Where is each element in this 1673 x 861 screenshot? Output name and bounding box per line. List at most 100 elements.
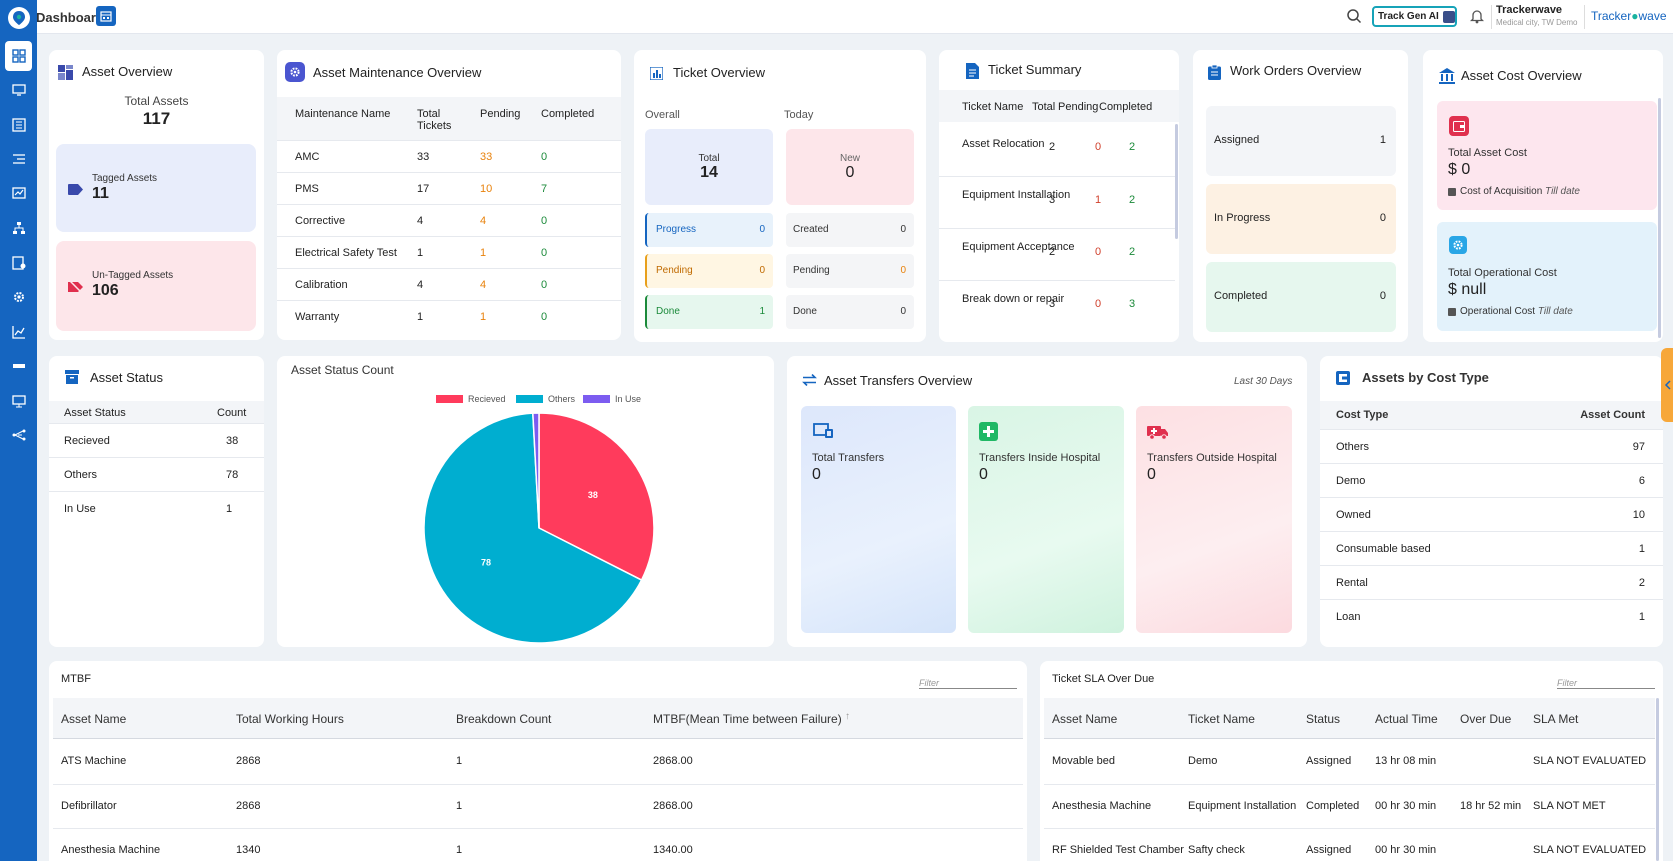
today-status-row[interactable]: Created 0	[786, 213, 914, 247]
legend-item[interactable]: Recieved	[436, 394, 506, 404]
ticket-status-row[interactable]: Pending 0	[645, 254, 773, 288]
work-order-tile[interactable]: Assigned 1	[1206, 106, 1396, 176]
total-asset-cost-tile[interactable]: Total Asset Cost $ 0 Cost of Acquisition…	[1437, 101, 1657, 210]
status-label: Created	[793, 224, 829, 235]
outside-transfers-tile[interactable]: Transfers Outside Hospital 0	[1136, 406, 1292, 633]
table-row[interactable]: Loan 1	[1320, 599, 1663, 633]
sidebar-item-checklist[interactable]	[0, 144, 37, 174]
sidebar-item-chart[interactable]	[0, 317, 37, 347]
total-transfers-tile[interactable]: Total Transfers 0	[801, 406, 956, 633]
total-label: Total	[698, 153, 720, 164]
table-row[interactable]: Warranty 1 1 0	[277, 300, 621, 332]
table-row[interactable]: Consumable based 1	[1320, 531, 1663, 565]
scrollbar[interactable]	[1656, 698, 1659, 861]
mtbf-cell: ATS Machine	[61, 755, 127, 767]
legend-item[interactable]: Others	[516, 394, 576, 404]
table-row[interactable]: Recieved 38	[49, 423, 264, 457]
app-logo-icon[interactable]	[8, 7, 30, 29]
table-row[interactable]: Defibrillator 2868 1 2868.00	[53, 784, 1023, 828]
pending-count: 0	[1095, 298, 1102, 310]
operational-icon	[1448, 308, 1456, 316]
table-row[interactable]: In Use 1	[49, 491, 264, 525]
sidebar-item-flow[interactable]	[0, 420, 37, 450]
panel-toggle-button[interactable]	[1661, 348, 1673, 422]
table-row[interactable]: ATS Machine 2868 1 2868.00	[53, 740, 1023, 784]
untagged-assets-tile[interactable]: Un-Tagged Assets 106	[56, 241, 256, 331]
pending-count: 0	[1095, 141, 1102, 153]
analytics-icon	[11, 187, 26, 199]
bell-icon[interactable]	[1468, 7, 1486, 25]
sort-arrow-icon[interactable]: ↑	[845, 711, 850, 722]
table-row[interactable]: Calibration 4 4 0	[277, 268, 621, 300]
tagged-assets-tile[interactable]: Tagged Assets 11	[56, 144, 256, 232]
scrollbar[interactable]	[1175, 124, 1178, 239]
sla-cell: Completed	[1306, 800, 1360, 812]
sidebar-item-minus[interactable]	[0, 351, 37, 381]
work-order-tile[interactable]: In Progress 0	[1206, 184, 1396, 254]
maintenance-name: PMS	[295, 183, 319, 195]
total-tickets: 1	[417, 247, 424, 259]
table-row[interactable]: Rental 2	[1320, 565, 1663, 599]
total-tickets-tile[interactable]: Total 14	[645, 129, 773, 205]
column-header: MTBF(Mean Time between Failure)	[653, 712, 842, 726]
track-gen-ai-button[interactable]: Track Gen AI	[1372, 6, 1457, 27]
table-header	[277, 97, 621, 140]
sidebar-item-network[interactable]	[0, 213, 37, 243]
ticket-status-row[interactable]: Done 1	[645, 295, 773, 329]
ai-chip-icon	[1442, 10, 1455, 23]
table-row[interactable]: Others 78	[49, 457, 264, 491]
pie-slice-others[interactable]	[423, 412, 643, 644]
sla-cell: 18 hr 52 min	[1460, 800, 1522, 812]
pie-slice-recieved[interactable]	[538, 412, 655, 582]
table-row[interactable]: Demo 6	[1320, 463, 1663, 497]
column-header: Breakdown Count	[456, 712, 552, 726]
column-header: Over Due	[1460, 712, 1512, 726]
table-row[interactable]: Corrective 4 4 0	[277, 204, 621, 236]
sidebar-item-settings-list[interactable]	[0, 248, 37, 278]
inside-transfers-label: Transfers Inside Hospital	[979, 452, 1101, 464]
filter-input[interactable]: Filter	[1557, 673, 1655, 689]
table-row[interactable]: Asset Relocation 2 0 2	[939, 124, 1175, 176]
filter-input[interactable]: Filter	[919, 673, 1017, 689]
total-operational-cost-tile[interactable]: Total Operational Cost $ null Operationa…	[1437, 222, 1657, 331]
sidebar-item-desktop[interactable]	[0, 386, 37, 416]
maintenance-name: Warranty	[295, 311, 340, 323]
ticket-status-row[interactable]: Progress 0	[645, 213, 773, 247]
legend-item[interactable]: In Use	[583, 394, 641, 404]
new-tickets-tile[interactable]: New 0	[786, 129, 914, 205]
table-row[interactable]: Anesthesia Machine Equipment Installation…	[1044, 784, 1655, 828]
scrollbar[interactable]	[1658, 98, 1661, 338]
column-header: Asset Name	[61, 712, 127, 726]
table-row[interactable]: Movable bed Demo Assigned 13 hr 08 min SLA N…	[1044, 740, 1655, 784]
table-row[interactable]: Anesthesia Machine 1340 1 1340.00	[53, 828, 1023, 861]
sidebar-item-monitor[interactable]	[0, 75, 37, 105]
total-operational-cost-value: $ null	[1448, 281, 1487, 298]
untagged-assets-label: Un-Tagged Assets	[92, 270, 174, 281]
today-status-row[interactable]: Pending 0	[786, 254, 914, 288]
pie-slice-in-use[interactable]	[532, 412, 540, 529]
table-row[interactable]: Break down or repair 3 0 3	[939, 280, 1175, 332]
sidebar-item-analytics[interactable]	[0, 179, 37, 209]
table-row[interactable]: Electrical Safety Test 1 1 0	[277, 236, 621, 268]
table-row[interactable]: Owned 10	[1320, 497, 1663, 531]
table-row[interactable]: Equipment Installation 3 1 2	[939, 176, 1175, 228]
table-row[interactable]: Equipment Acceptance 2 0 2	[939, 228, 1175, 280]
table-row[interactable]: PMS 17 10 7	[277, 172, 621, 204]
sidebar-item-building[interactable]	[0, 110, 37, 140]
calendar-icon[interactable]	[96, 6, 116, 26]
sidebar-item-gear[interactable]	[0, 282, 37, 312]
work-order-tile[interactable]: Completed 0	[1206, 262, 1396, 332]
search-icon[interactable]	[1345, 7, 1363, 25]
card-title: Asset Cost Overview	[1461, 68, 1582, 83]
today-status-row[interactable]: Done 0	[786, 295, 914, 329]
bar-chart-icon	[648, 65, 664, 81]
table-row[interactable]: AMC 33 33 0	[277, 140, 621, 172]
ticket-name: Equipment Installation	[962, 189, 1071, 201]
table-row[interactable]: Others 97	[1320, 429, 1663, 463]
card-title: Asset Maintenance Overview	[313, 65, 482, 80]
pie-data-label: 78	[481, 558, 491, 568]
completed-count: 0	[541, 151, 548, 163]
inside-transfers-tile[interactable]: Transfers Inside Hospital 0	[968, 406, 1124, 633]
sidebar-item-dashboard[interactable]	[5, 41, 32, 71]
table-row[interactable]: RF Shielded Test Chamber Safty check Assig…	[1044, 828, 1655, 861]
